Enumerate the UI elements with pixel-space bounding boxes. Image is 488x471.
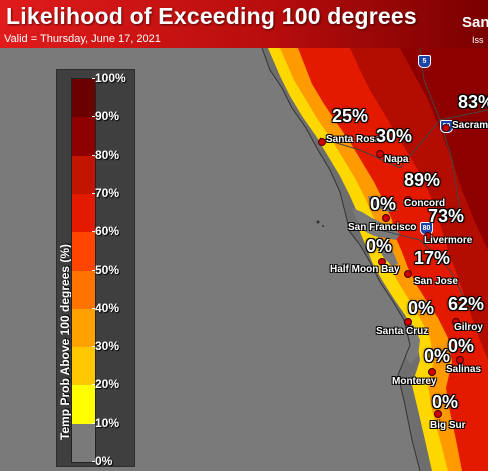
road — [319, 109, 488, 169]
city-marker — [376, 150, 384, 158]
city-marker — [456, 356, 464, 364]
legend-tick-label: 60% — [91, 224, 120, 239]
city-label-big-sur: Big Sur — [430, 420, 466, 431]
legend-tick-label: 100% — [92, 71, 126, 85]
legend-band — [72, 270, 95, 310]
pct-sacramento: 83% — [458, 92, 488, 112]
city-marker — [404, 318, 412, 326]
pct-napa: 30% — [376, 126, 413, 146]
pct-santa-rosa: 25% — [332, 106, 369, 126]
city-label-santa-cruz: Santa Cruz — [376, 326, 429, 337]
legend-band — [72, 232, 95, 271]
header-banner: Likelihood of Exceeding 100 degrees Vali… — [0, 0, 488, 48]
city-label-livermore: Livermore — [424, 235, 473, 246]
city-label-san-francisco: San Francisco — [348, 222, 417, 233]
legend-tick-label: 10% — [91, 415, 120, 430]
legend-tick-label: 0% — [91, 454, 113, 468]
pct-monterey: 0% — [424, 346, 451, 366]
pct-big-sur: 0% — [432, 392, 459, 412]
city-marker — [434, 410, 442, 418]
highway-shield-5: 5 — [418, 55, 431, 68]
legend-tick-label: 20% — [91, 377, 120, 392]
pct-salinas: 0% — [448, 336, 475, 356]
legend-band — [72, 79, 95, 118]
legend-tick-label: 90% — [91, 109, 120, 124]
pct-san-francisco: 0% — [370, 194, 397, 214]
corner-label: San — [462, 14, 488, 31]
legend-band — [72, 117, 95, 157]
legend-tick-label: 80% — [91, 147, 120, 162]
legend-band — [72, 193, 95, 233]
city-label-half-moon-bay: Half Moon Bay — [330, 264, 400, 275]
city-marker — [318, 138, 326, 146]
city-marker — [382, 214, 390, 222]
pct-concord: 89% — [404, 170, 441, 190]
legend-tick-label: 70% — [91, 185, 120, 200]
city-marker — [452, 318, 460, 326]
pct-livermore: 73% — [428, 206, 465, 226]
city-marker — [424, 232, 432, 240]
legend-band — [72, 155, 95, 195]
city-marker — [404, 270, 412, 278]
farallon-island — [322, 225, 324, 227]
legend-axis-title-wrap: Temp Prob Above 100 degrees (%) — [58, 244, 72, 441]
san-pablo-bay — [368, 196, 398, 212]
city-label-monterey: Monterey — [392, 376, 437, 387]
legend-band — [72, 308, 95, 348]
city-label-salinas: Salinas — [446, 364, 482, 375]
city-label-concord: Concord — [404, 198, 446, 209]
pct-san-jose: 17% — [414, 248, 451, 268]
city-label-gilroy: Gilroy — [454, 322, 483, 333]
city-marker — [404, 196, 412, 204]
legend-tick-label: 30% — [91, 339, 120, 354]
city-label-sacramento: Sacram — [452, 120, 488, 131]
valid-date: Valid = Thursday, June 17, 2021 — [4, 33, 161, 45]
farallon-island — [316, 220, 320, 224]
city-label-napa: Napa — [384, 154, 409, 165]
legend-tick-label: 50% — [91, 262, 120, 277]
legend-band — [72, 347, 95, 386]
pct-half-moon-bay: 0% — [366, 236, 393, 256]
city-marker — [442, 124, 450, 132]
pct-santa-cruz: 0% — [408, 298, 435, 318]
legend-axis-title: Temp Prob Above 100 degrees (%) — [58, 243, 72, 440]
color-scale-bar — [71, 78, 96, 463]
map-title: Likelihood of Exceeding 100 degrees — [6, 3, 417, 29]
zone-maroon — [400, 48, 488, 250]
legend-tick-label: 40% — [91, 300, 120, 315]
legend: Temp Prob Above 100 degrees (%) 100% 90% 8… — [56, 69, 135, 467]
coastline — [261, 47, 421, 471]
pct-gilroy: 62% — [448, 294, 485, 314]
south-bay — [378, 236, 398, 266]
legend-band — [72, 385, 95, 425]
road — [379, 229, 471, 311]
city-label-santa-rosa: Santa Rosa — [326, 134, 381, 145]
legend-band — [72, 423, 95, 463]
city-label-san-jose: San Jose — [414, 276, 458, 287]
corner-sublabel: Iss — [472, 35, 484, 45]
city-marker — [428, 368, 436, 376]
city-marker — [378, 258, 386, 266]
monterey-bay — [400, 318, 420, 364]
